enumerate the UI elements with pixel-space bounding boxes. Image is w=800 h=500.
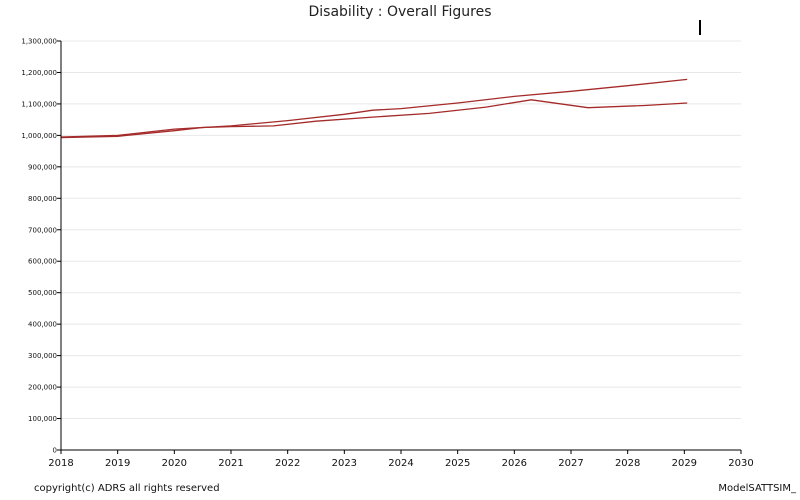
y-tick-label: 0 [53,447,57,455]
y-tick-label: 600,000 [28,258,57,266]
x-tick-label: 2028 [615,458,640,469]
y-tick-label: 100,000 [28,415,57,423]
y-tick-label: 1,300,000 [21,38,57,46]
y-tick-label: 200,000 [28,384,57,392]
x-tick-label: 2030 [728,458,753,469]
y-tick-label: 400,000 [28,321,57,329]
x-tick-label: 2018 [48,458,73,469]
y-tick-label: 1,200,000 [21,69,57,77]
chart-title: Disability : Overall Figures [308,4,491,20]
x-tick-label: 2025 [445,458,470,469]
series-line-1 [60,78,688,138]
copyright-text: copyright(c) ADRS all rights reserved [34,483,220,494]
gridlines [61,40,741,420]
y-tick-label: 700,000 [28,226,57,234]
x-tick-label: 2019 [105,458,130,469]
y-tick-label: 1,000,000 [21,132,57,140]
x-tick-label: 2024 [388,458,413,469]
model-label: ModelSATTSIM_ [718,483,797,494]
y-tick-label: 800,000 [28,195,57,203]
x-tick-label: 2020 [162,458,187,469]
y-tick-label: 900,000 [28,163,57,171]
y-tick-label: 1,100,000 [21,100,57,108]
x-tick-label: 2027 [558,458,583,469]
series-layer [60,78,688,139]
x-tick-label: 2023 [332,458,357,469]
x-tick-label: 2026 [502,458,527,469]
x-tick-label: 2021 [218,458,243,469]
axes: 0 100,000 200,000 300,000 400,000 500,000 600,… [21,38,753,470]
x-tick-label: 2029 [672,458,697,469]
x-tick-label: 2022 [275,458,300,469]
y-tick-label: 500,000 [28,289,57,297]
series-line-2 [60,99,688,139]
cursor-marker [699,20,701,35]
y-tick-label: 300,000 [28,352,57,360]
